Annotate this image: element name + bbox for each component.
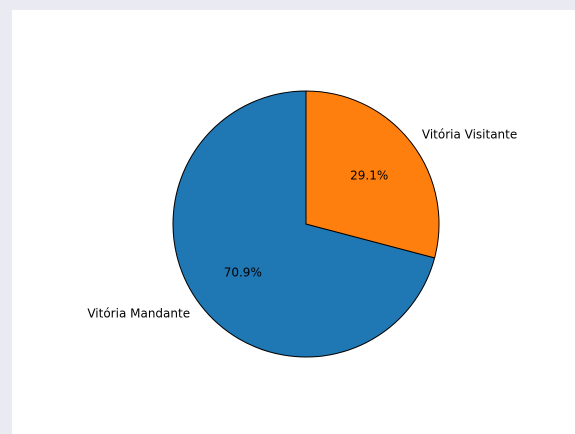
category-label-2: Vitória Visitante (422, 128, 517, 142)
pie-slice-1 (172, 90, 436, 358)
category-label-1: Vitória Mandante (87, 306, 190, 320)
percent-label-2: 29.1% (350, 168, 388, 182)
labels-layer: 70.9% Vitória Mandante 29.1% Vitória Visita… (87, 128, 517, 321)
pie-slice-2 (305, 90, 440, 259)
pie-chart: 70.9% Vitória Mandante 29.1% Vitória Visita… (87, 90, 517, 358)
percent-label-1: 70.9% (224, 266, 262, 280)
slices-layer (172, 90, 440, 358)
chart-figure: 70.9% Vitória Mandante 29.1% Vitória Visita… (12, 10, 575, 434)
